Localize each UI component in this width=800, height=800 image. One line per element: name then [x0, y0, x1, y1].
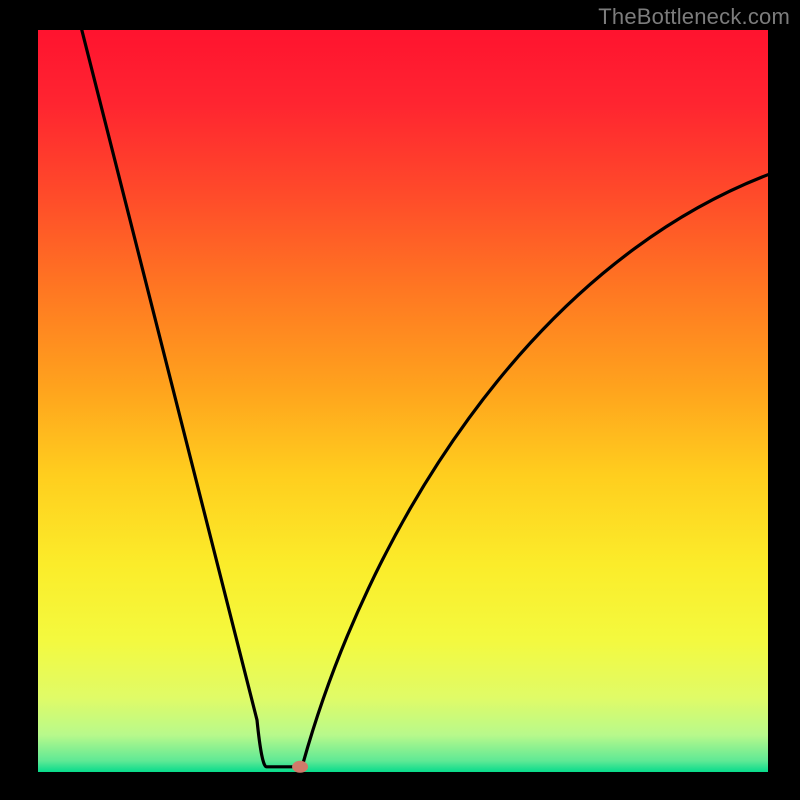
chart-svg: [0, 0, 800, 800]
chart-stage: TheBottleneck.com: [0, 0, 800, 800]
optimum-marker: [292, 761, 308, 773]
gradient-background: [38, 30, 768, 772]
watermark-text: TheBottleneck.com: [598, 4, 790, 30]
